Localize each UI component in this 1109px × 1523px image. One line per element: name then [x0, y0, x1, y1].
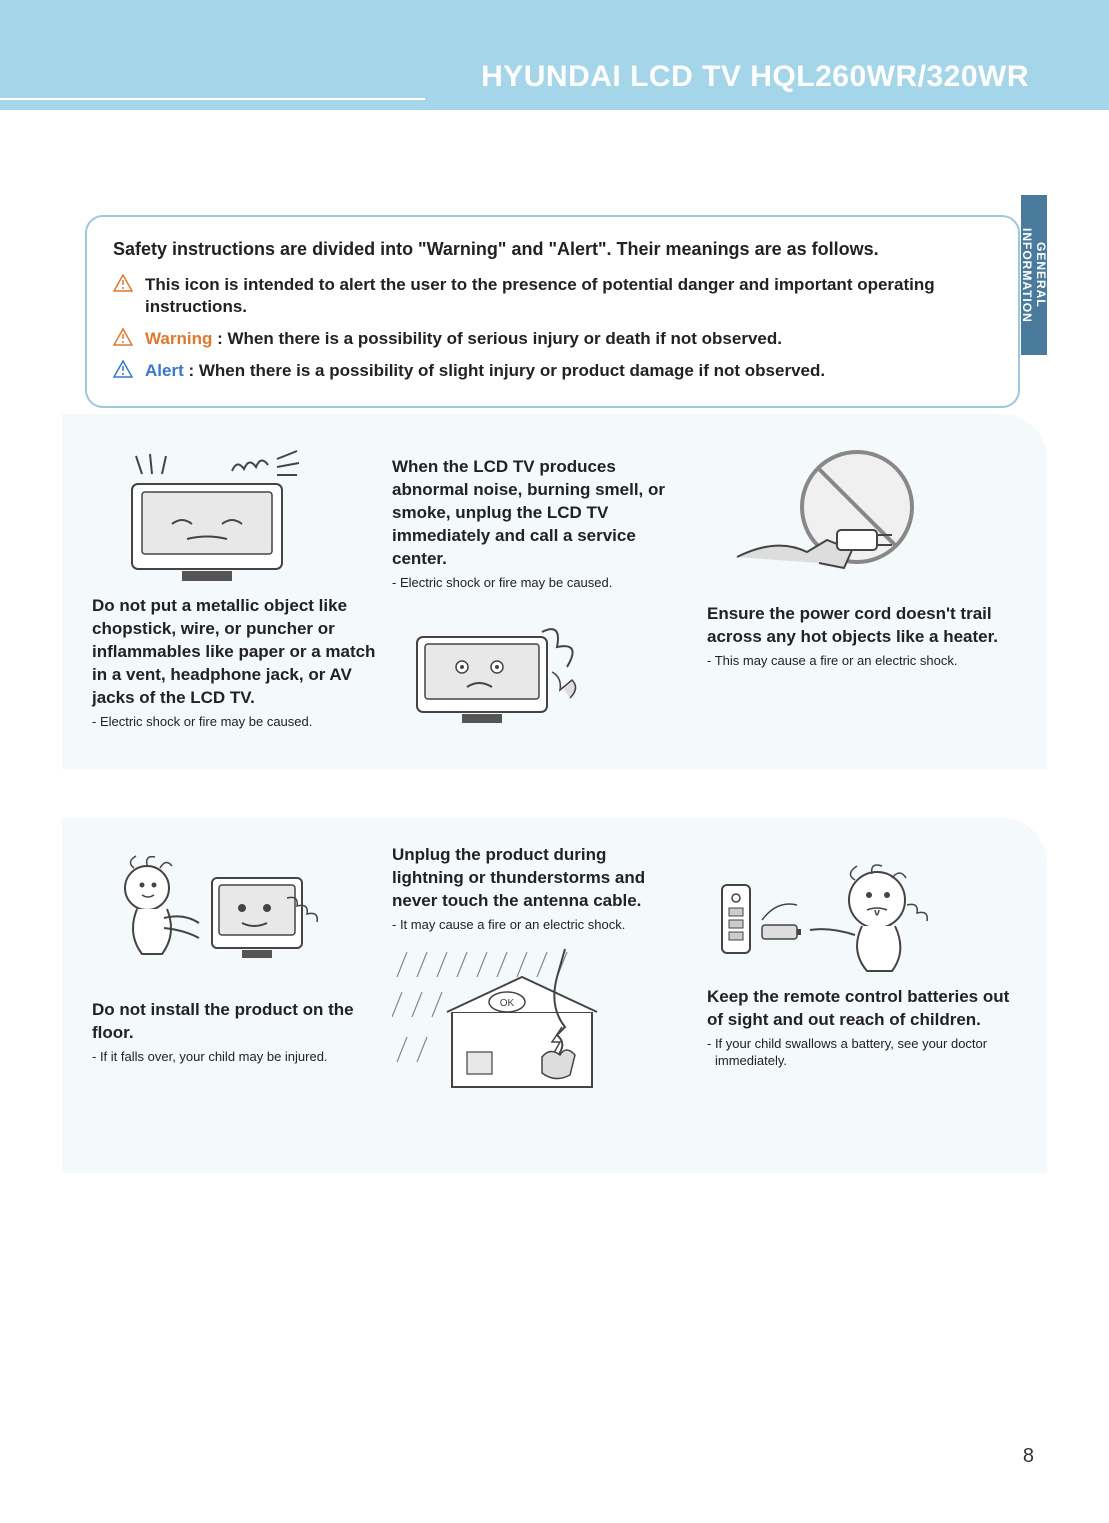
info-row: Alert : When there is a possibility of s… [113, 360, 992, 382]
safety-item: Ensure the power cord doesn't trail acro… [707, 442, 1007, 670]
illustration-child-battery [707, 850, 957, 980]
illustration-tv-smoke [392, 602, 592, 732]
safety-info-box: Safety instructions are divided into "Wa… [85, 215, 1020, 408]
safety-item: Do not put a metallic object like chopst… [92, 429, 392, 731]
item-sub: - Electric shock or fire may be caused. [392, 575, 682, 592]
illustration-tv-objects [92, 429, 322, 589]
info-text-content: : When there is a possibility of slight … [184, 361, 825, 380]
item-title: Ensure the power cord doesn't trail acro… [707, 603, 1007, 649]
warning-section-2: Do not install the product on the floor.… [62, 818, 1047, 1173]
page-number: 8 [1023, 1445, 1034, 1468]
info-text: This icon is intended to alert the user … [145, 274, 992, 318]
item-sub: - Electric shock or fire may be caused. [92, 714, 392, 731]
info-row: Warning : When there is a possibility of… [113, 328, 992, 350]
info-text: Alert : When there is a possibility of s… [145, 360, 825, 382]
safety-item: Keep the remote control batteries out of… [707, 850, 1017, 1070]
item-sub: - This may cause a fire or an electric s… [707, 653, 1007, 670]
info-text-content: : When there is a possibility of serious… [212, 329, 782, 348]
item-sub: - If it falls over, your child may be in… [92, 1049, 392, 1066]
item-sub: - It may cause a fire or an electric sho… [392, 917, 682, 934]
info-row: This icon is intended to alert the user … [113, 274, 992, 318]
item-title: Do not install the product on the floor. [92, 999, 392, 1045]
header-line [0, 98, 425, 100]
info-box-title: Safety instructions are divided into "Wa… [113, 239, 992, 260]
info-text-content: This icon is intended to alert the user … [145, 275, 935, 316]
safety-item: Do not install the product on the floor.… [92, 833, 392, 1066]
item-title: Keep the remote control batteries out of… [707, 986, 1017, 1032]
item-title: Unplug the product during lightning or t… [392, 844, 682, 913]
illustration-plug-prohibited [707, 442, 927, 597]
side-tab-general-info: GENERAL INFORMATION [1021, 195, 1047, 355]
svg-text:OK: OK [500, 998, 515, 1009]
header-title: HYUNDAI LCD TV HQL260WR/320WR [481, 60, 1029, 94]
alert-label: Alert [145, 361, 184, 380]
safety-item: When the LCD TV produces abnormal noise,… [392, 450, 682, 732]
item-title: When the LCD TV produces abnormal noise,… [392, 456, 682, 571]
warning-section-1: Do not put a metallic object like chopst… [62, 414, 1047, 769]
info-text: Warning : When there is a possibility of… [145, 328, 782, 350]
alert-triangle-icon [113, 360, 133, 378]
warning-label: Warning [145, 329, 212, 348]
warning-triangle-icon [113, 274, 133, 292]
illustration-child-tv-floor [92, 833, 322, 993]
safety-item: Unplug the product during lightning or t… [392, 838, 682, 1102]
item-sub: - If your child swallows a battery, see … [707, 1036, 1017, 1070]
warning-triangle-icon [113, 328, 133, 346]
illustration-house-lightning: OK [392, 942, 622, 1102]
item-title: Do not put a metallic object like chopst… [92, 595, 392, 710]
